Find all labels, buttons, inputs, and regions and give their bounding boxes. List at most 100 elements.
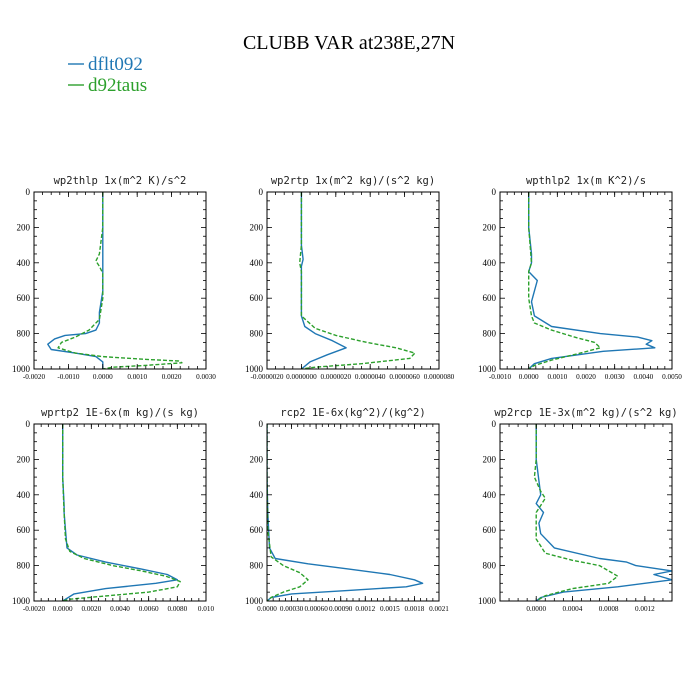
x-tick-label: 0.0060 bbox=[139, 605, 159, 613]
x-tick-label: 0.00060 bbox=[304, 605, 328, 613]
y-tick-label: 400 bbox=[483, 258, 497, 268]
y-tick-label: 1000 bbox=[12, 364, 31, 374]
x-tick-label: -0.0020 bbox=[23, 605, 46, 613]
y-tick-label: 200 bbox=[483, 454, 497, 464]
x-tick-label: -0.0020 bbox=[23, 373, 46, 381]
series-line-d92taus bbox=[267, 424, 309, 601]
plot-frame bbox=[499, 191, 673, 370]
y-tick-label: 0 bbox=[492, 419, 497, 429]
panel-2: wp2rtp 1x(m^2 kg)/(s^2 kg) 0 200 400 600 800 1… bbox=[245, 175, 455, 381]
y-tick-label: 200 bbox=[250, 222, 264, 232]
y-tick-label: 400 bbox=[250, 490, 264, 500]
x-tick-label: 0.0000 bbox=[257, 605, 277, 613]
x-tick-label: -0.0010 bbox=[489, 373, 512, 381]
y-tick-label: 1000 bbox=[245, 596, 264, 606]
y-tick-label: 0 bbox=[26, 187, 31, 197]
x-tick-label: 0.0012 bbox=[355, 605, 375, 613]
x-tick-label: 0.0000 bbox=[53, 605, 73, 613]
y-tick-label: 800 bbox=[483, 561, 497, 571]
y-tick-label: 800 bbox=[250, 561, 264, 571]
plot-frame bbox=[266, 423, 440, 602]
y-tick-label: 200 bbox=[17, 222, 31, 232]
x-tick-label: 0.0004 bbox=[563, 605, 583, 613]
x-tick-label: 0.0040 bbox=[110, 605, 130, 613]
plot-frame bbox=[33, 191, 207, 370]
y-tick-label: 800 bbox=[250, 329, 264, 339]
x-tick-label: 0.0030 bbox=[196, 373, 216, 381]
series-line-dflt092 bbox=[535, 424, 672, 601]
x-tick-label: -0.0000020 bbox=[251, 373, 284, 381]
x-tick-label: 0.0040 bbox=[633, 373, 653, 381]
series-line-dflt092 bbox=[47, 192, 104, 369]
x-tick-label: 0.0015 bbox=[380, 605, 400, 613]
panel-5: rcp2 1E-6x(kg^2)/(kg^2) 0 200 400 600 800 1000… bbox=[245, 407, 449, 613]
y-tick-label: 1000 bbox=[478, 364, 497, 374]
y-tick-label: 200 bbox=[250, 454, 264, 464]
x-tick-label: 0.0050 bbox=[662, 373, 682, 381]
series-line-dflt092 bbox=[528, 192, 656, 369]
y-tick-label: 400 bbox=[17, 258, 31, 268]
y-tick-label: 600 bbox=[17, 293, 31, 303]
x-tick-label: 0.0012 bbox=[635, 605, 655, 613]
legend-label-d92taus: d92taus bbox=[88, 75, 147, 96]
x-tick-label: 0.0000000 bbox=[286, 373, 317, 381]
x-tick-label: 0.0000040 bbox=[355, 373, 386, 381]
panel-title: wp2rcp 1E-3x(m^2 kg)/(s^2 kg) bbox=[494, 407, 677, 419]
x-tick-label: 0.00090 bbox=[329, 605, 353, 613]
series-line-d92taus bbox=[533, 424, 619, 601]
series-line-d92taus bbox=[57, 192, 183, 369]
x-tick-label: 0.0018 bbox=[405, 605, 425, 613]
legend-label-dflt092: dflt092 bbox=[88, 54, 143, 75]
figure-title: CLUBB VAR at238E,27N bbox=[243, 32, 455, 54]
x-tick-label: 0.0030 bbox=[605, 373, 625, 381]
panel-title: wpthlp2 1x(m K^2)/s bbox=[526, 175, 646, 187]
plot-frame bbox=[499, 423, 673, 602]
y-tick-label: 0 bbox=[259, 187, 264, 197]
y-tick-label: 400 bbox=[483, 490, 497, 500]
y-tick-label: 600 bbox=[483, 293, 497, 303]
x-tick-label: 0.0021 bbox=[429, 605, 449, 613]
y-tick-label: 0 bbox=[492, 187, 497, 197]
x-tick-label: 0.0000 bbox=[93, 373, 113, 381]
y-tick-label: 800 bbox=[17, 561, 31, 571]
x-tick-label: 0.0010 bbox=[127, 373, 147, 381]
x-tick-label: 0.0010 bbox=[547, 373, 567, 381]
series-line-d92taus bbox=[62, 424, 181, 601]
panel-3: wpthlp2 1x(m K^2)/s 0 200 400 600 800 1000-0.0… bbox=[478, 175, 682, 381]
panel-1: wp2thlp 1x(m^2 K)/s^2 0 200 400 600 800 1000-0… bbox=[12, 175, 216, 381]
series-line-dflt092 bbox=[300, 192, 347, 369]
panel-title: wprtp2 1E-6x(m kg)/(s kg) bbox=[41, 407, 199, 419]
x-tick-label: 0.0000020 bbox=[321, 373, 352, 381]
x-tick-label: 0.0000060 bbox=[389, 373, 420, 381]
series-line-d92taus bbox=[528, 192, 601, 369]
x-tick-label: 0.0080 bbox=[167, 605, 187, 613]
series-line-dflt092 bbox=[267, 424, 424, 601]
panels: wp2thlp 1x(m^2 K)/s^202004006008001000-0… bbox=[12, 175, 682, 613]
panel-title: wp2thlp 1x(m^2 K)/s^2 bbox=[54, 175, 187, 187]
x-tick-label: 0.0020 bbox=[81, 605, 101, 613]
y-tick-label: 1000 bbox=[245, 364, 264, 374]
y-tick-label: 600 bbox=[483, 525, 497, 535]
y-tick-label: 600 bbox=[250, 525, 264, 535]
x-tick-label: 0.0000 bbox=[519, 373, 539, 381]
panel-title: wp2rtp 1x(m^2 kg)/(s^2 kg) bbox=[271, 175, 435, 187]
plot-frame bbox=[33, 423, 207, 602]
y-tick-label: 0 bbox=[26, 419, 31, 429]
x-tick-label: 0.0000 bbox=[526, 605, 546, 613]
y-tick-label: 200 bbox=[17, 454, 31, 464]
y-tick-label: 800 bbox=[17, 329, 31, 339]
series-line-d92taus bbox=[299, 192, 416, 369]
y-tick-label: 200 bbox=[483, 222, 497, 232]
panel-title: rcp2 1E-6x(kg^2)/(kg^2) bbox=[280, 407, 425, 419]
panel-6: wp2rcp 1E-3x(m^2 kg)/(s^2 kg)0 200 400 600 8… bbox=[478, 407, 678, 613]
y-tick-label: 800 bbox=[483, 329, 497, 339]
y-tick-label: 600 bbox=[250, 293, 264, 303]
series-line-dflt092 bbox=[62, 424, 179, 601]
x-tick-label: 0.0020 bbox=[162, 373, 182, 381]
y-tick-label: 1000 bbox=[478, 596, 497, 606]
x-tick-label: 0.0020 bbox=[576, 373, 596, 381]
y-tick-label: 400 bbox=[17, 490, 31, 500]
y-tick-label: 1000 bbox=[12, 596, 31, 606]
y-tick-label: 400 bbox=[250, 258, 264, 268]
